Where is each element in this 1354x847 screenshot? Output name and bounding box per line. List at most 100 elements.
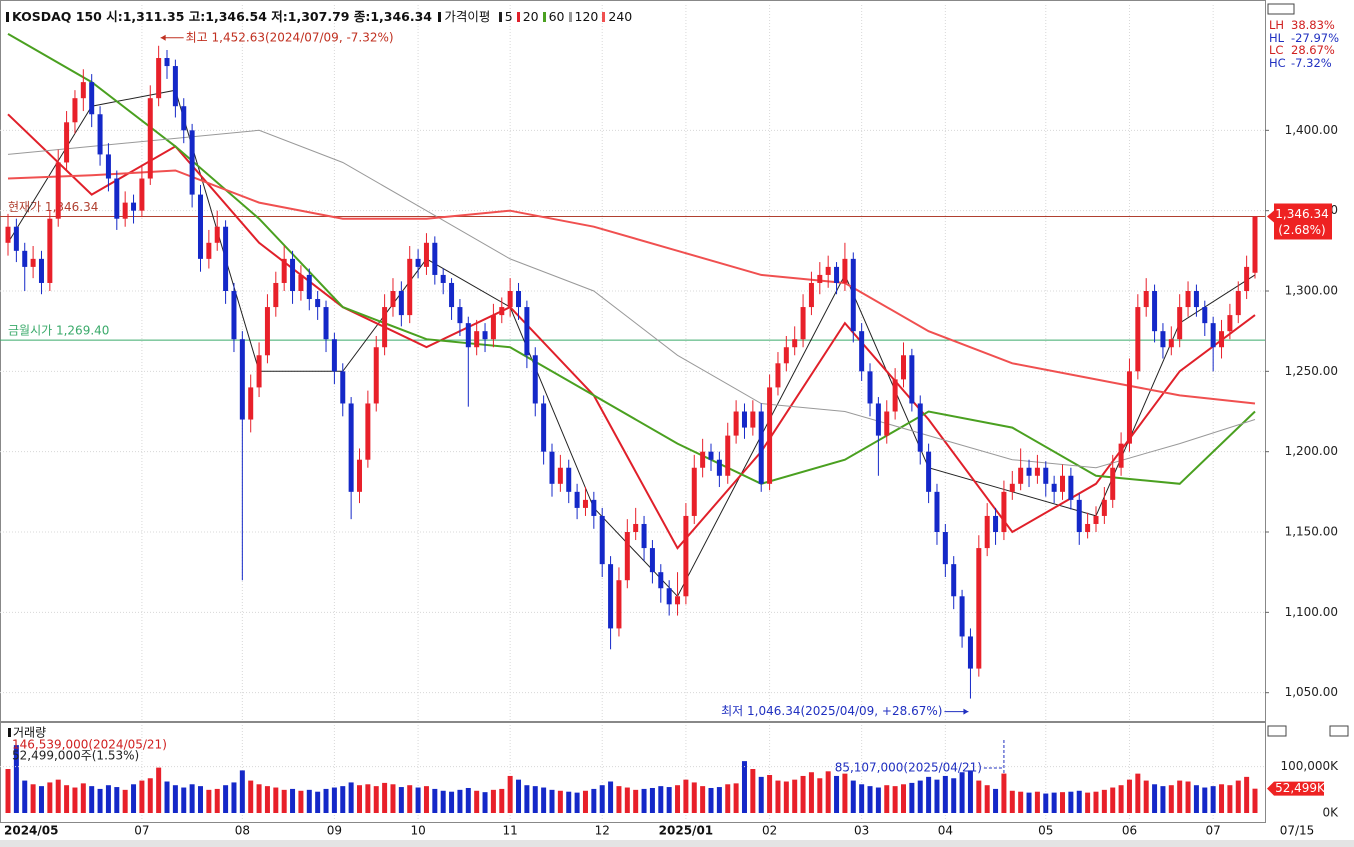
candle-body <box>1193 291 1199 308</box>
candle-body <box>357 459 363 492</box>
chart-header: KOSDAQ 150 시:1,311.35 고:1,346.54 저:1,307… <box>4 6 634 25</box>
candle-body <box>290 258 296 291</box>
volume-bar <box>624 787 630 813</box>
volume-bar <box>239 770 245 813</box>
candle-body <box>1085 523 1091 533</box>
volume-bar <box>1018 791 1024 813</box>
candle-body <box>683 515 689 597</box>
volume-bar <box>423 786 429 813</box>
candle-body <box>934 491 940 533</box>
volume-bar <box>741 761 747 813</box>
volume-marker-label: 52,499K <box>1275 781 1326 795</box>
candle-body <box>1168 339 1174 348</box>
candle-body <box>792 339 798 348</box>
candle-body <box>164 58 170 67</box>
volume-bar <box>549 789 555 813</box>
candle-body <box>557 467 563 484</box>
volume-bar <box>867 786 873 813</box>
volume-bar <box>415 787 421 813</box>
volume-bar <box>474 790 480 813</box>
volume-bar <box>909 782 915 813</box>
stat-name: HL <box>1269 30 1285 45</box>
volume-bar <box>1235 780 1241 813</box>
volume-bar <box>942 775 948 813</box>
stat-name: HC <box>1269 55 1286 70</box>
candle-body <box>976 548 982 669</box>
volume-bar <box>959 772 965 813</box>
volume-bar <box>691 782 697 813</box>
x-tick-label: 04 <box>938 824 953 838</box>
candle-body <box>80 82 86 99</box>
volume-bar <box>792 779 798 813</box>
volume-bar <box>365 784 371 813</box>
panel-icon <box>1267 725 1287 737</box>
candle-body <box>850 258 856 332</box>
candle-body <box>775 363 781 388</box>
candle-body <box>1076 499 1082 533</box>
stat-value: 38.83% <box>1291 18 1335 32</box>
volume-bar <box>967 770 973 813</box>
candle-body <box>382 307 388 348</box>
candle-body <box>817 274 823 283</box>
arrow-head <box>963 708 969 715</box>
candle-body <box>172 66 178 107</box>
volume-bar <box>390 784 396 813</box>
volume-bar <box>1118 785 1124 813</box>
legend-label: 20 <box>522 9 539 24</box>
x-tick-label: 12 <box>595 824 610 838</box>
volume-bar <box>1026 792 1032 813</box>
volume-bar <box>172 785 178 813</box>
candle-body <box>181 106 187 131</box>
candle-body <box>859 331 865 372</box>
candle-body <box>725 435 731 476</box>
candle-body <box>390 291 396 308</box>
candle-body <box>1210 323 1216 348</box>
volume-bar <box>1043 793 1049 813</box>
volume-bar <box>465 787 471 813</box>
x-tick-label: 11 <box>503 824 518 838</box>
volume-bar <box>13 745 19 813</box>
candle-body <box>608 564 614 629</box>
candle-body <box>566 467 572 492</box>
volume-bar <box>273 787 279 813</box>
candle-body <box>926 451 932 492</box>
candle-body <box>306 274 312 300</box>
volume-bar <box>382 782 388 813</box>
candle-body <box>574 491 580 508</box>
volume-bar <box>298 790 304 813</box>
candle-body <box>214 226 220 243</box>
volume-bar <box>875 787 881 813</box>
candle-body <box>22 250 28 267</box>
candle-body <box>691 467 697 516</box>
volume-bar <box>457 789 463 813</box>
volume-bar <box>256 784 262 813</box>
candle-body <box>875 403 881 436</box>
candle-body <box>465 323 471 348</box>
candle-body <box>708 451 714 460</box>
volume-bar <box>926 776 932 813</box>
candle-body <box>1001 491 1007 533</box>
y-tick-label: 0K <box>1322 806 1339 820</box>
volume-bar <box>206 789 212 813</box>
x-tick-label: 10 <box>410 824 425 838</box>
volume-bar <box>591 788 597 813</box>
volume-bar <box>984 785 990 813</box>
candle-body <box>298 274 304 291</box>
ma-line <box>7 129 1256 469</box>
volume-bar <box>407 785 413 813</box>
volume-bar <box>800 775 806 813</box>
candle-body <box>1110 467 1116 500</box>
volume-bar <box>884 785 890 813</box>
volume-bar <box>993 788 999 813</box>
x-tick-label: 2025/01 <box>659 824 713 838</box>
volume-bar <box>1252 788 1258 813</box>
candle-body <box>1185 291 1191 308</box>
volume-bar <box>758 776 764 813</box>
candle-body <box>507 291 513 308</box>
candle-body <box>256 355 262 388</box>
candle-body <box>616 580 622 629</box>
price-panel <box>0 0 1266 722</box>
candle-body <box>122 202 128 219</box>
volume-title: 거래량 <box>13 726 46 740</box>
scrollbar <box>0 840 1354 847</box>
